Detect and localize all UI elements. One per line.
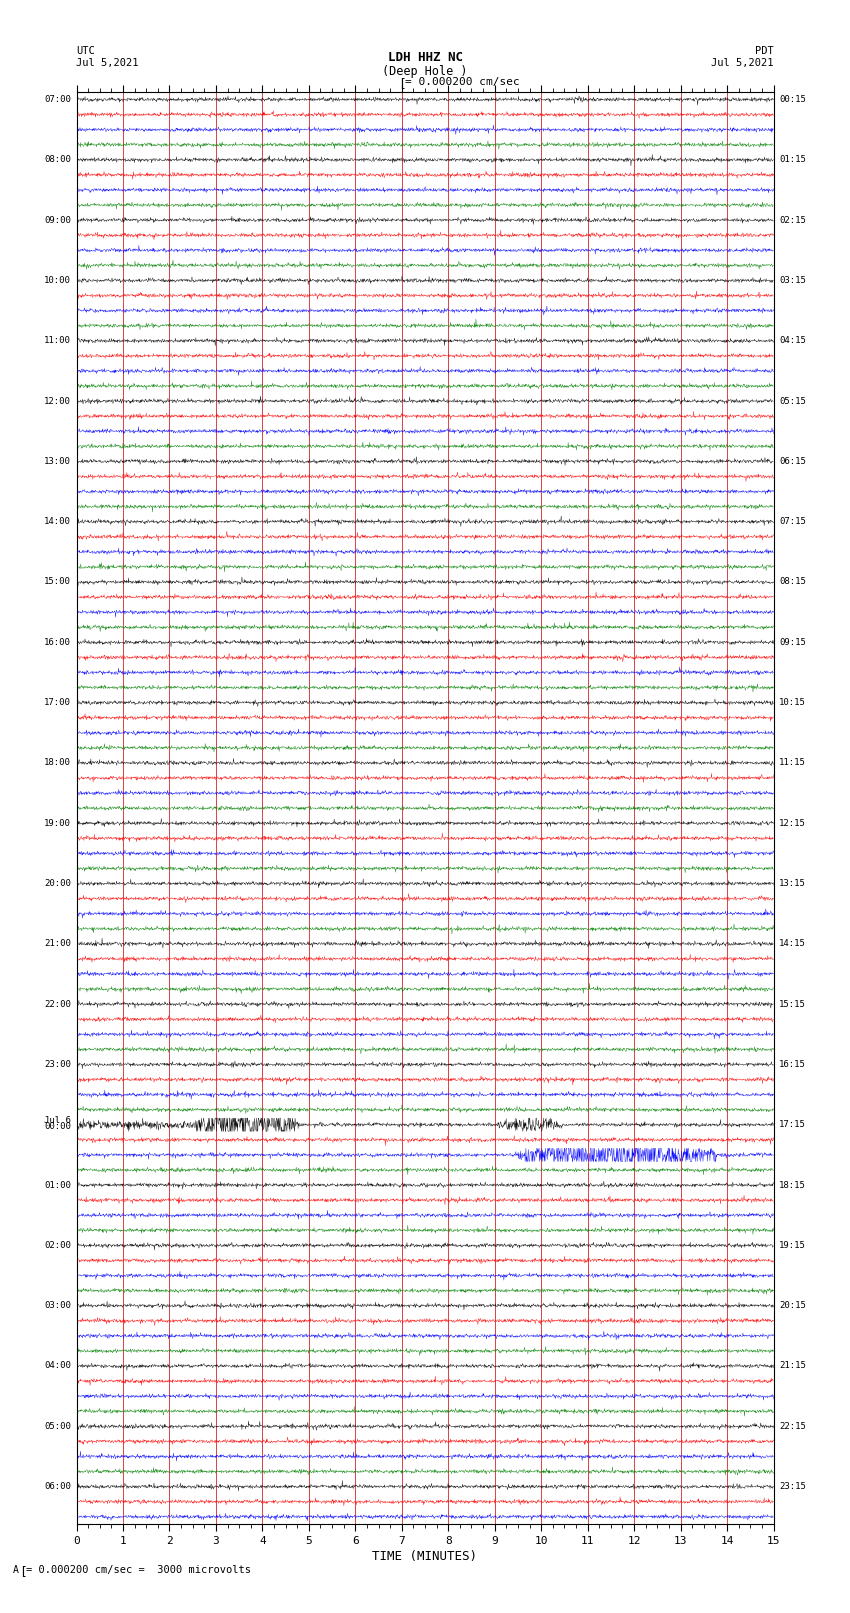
Text: 10:00: 10:00 <box>44 276 71 286</box>
Text: 22:15: 22:15 <box>779 1421 806 1431</box>
Text: = 0.000200 cm/sec: = 0.000200 cm/sec <box>405 77 520 87</box>
Text: Jul 5,2021: Jul 5,2021 <box>76 58 139 68</box>
Text: 04:00: 04:00 <box>44 1361 71 1371</box>
Text: 15:15: 15:15 <box>779 1000 806 1008</box>
X-axis label: TIME (MINUTES): TIME (MINUTES) <box>372 1550 478 1563</box>
Text: 13:15: 13:15 <box>779 879 806 889</box>
Text: 14:00: 14:00 <box>44 518 71 526</box>
Text: LDH HHZ NC: LDH HHZ NC <box>388 50 462 65</box>
Text: Jul 6: Jul 6 <box>44 1116 71 1126</box>
Text: 05:15: 05:15 <box>779 397 806 405</box>
Text: 05:00: 05:00 <box>44 1421 71 1431</box>
Text: 03:15: 03:15 <box>779 276 806 286</box>
Text: [: [ <box>398 77 405 90</box>
Text: 23:00: 23:00 <box>44 1060 71 1069</box>
Text: A: A <box>13 1565 19 1574</box>
Text: 11:00: 11:00 <box>44 336 71 345</box>
Text: 09:00: 09:00 <box>44 216 71 224</box>
Text: 01:15: 01:15 <box>779 155 806 165</box>
Text: 01:00: 01:00 <box>44 1181 71 1189</box>
Text: 08:00: 08:00 <box>44 155 71 165</box>
Text: 23:15: 23:15 <box>779 1482 806 1490</box>
Text: UTC: UTC <box>76 45 95 56</box>
Text: 20:15: 20:15 <box>779 1302 806 1310</box>
Text: PDT: PDT <box>755 45 774 56</box>
Text: 08:15: 08:15 <box>779 577 806 587</box>
Text: 03:00: 03:00 <box>44 1302 71 1310</box>
Text: 00:00: 00:00 <box>44 1121 71 1131</box>
Text: 17:00: 17:00 <box>44 698 71 706</box>
Text: Jul 5,2021: Jul 5,2021 <box>711 58 774 68</box>
Text: 13:00: 13:00 <box>44 456 71 466</box>
Text: 12:15: 12:15 <box>779 819 806 827</box>
Text: (Deep Hole ): (Deep Hole ) <box>382 65 468 77</box>
Text: 18:00: 18:00 <box>44 758 71 768</box>
Text: 02:15: 02:15 <box>779 216 806 224</box>
Text: 21:15: 21:15 <box>779 1361 806 1371</box>
Text: 07:15: 07:15 <box>779 518 806 526</box>
Text: 06:15: 06:15 <box>779 456 806 466</box>
Text: 10:15: 10:15 <box>779 698 806 706</box>
Text: 00:15: 00:15 <box>779 95 806 103</box>
Text: 17:15: 17:15 <box>779 1121 806 1129</box>
Text: = 0.000200 cm/sec =  3000 microvolts: = 0.000200 cm/sec = 3000 microvolts <box>26 1565 251 1574</box>
Text: 12:00: 12:00 <box>44 397 71 405</box>
Text: 02:00: 02:00 <box>44 1240 71 1250</box>
Text: 06:00: 06:00 <box>44 1482 71 1490</box>
Text: 21:00: 21:00 <box>44 939 71 948</box>
Text: 16:00: 16:00 <box>44 637 71 647</box>
Text: 18:15: 18:15 <box>779 1181 806 1189</box>
Text: 09:15: 09:15 <box>779 637 806 647</box>
Text: 19:15: 19:15 <box>779 1240 806 1250</box>
Text: 15:00: 15:00 <box>44 577 71 587</box>
Text: [: [ <box>19 1565 26 1578</box>
Text: 07:00: 07:00 <box>44 95 71 103</box>
Text: 11:15: 11:15 <box>779 758 806 768</box>
Text: 19:00: 19:00 <box>44 819 71 827</box>
Text: 22:00: 22:00 <box>44 1000 71 1008</box>
Text: 16:15: 16:15 <box>779 1060 806 1069</box>
Text: 14:15: 14:15 <box>779 939 806 948</box>
Text: 04:15: 04:15 <box>779 336 806 345</box>
Text: 20:00: 20:00 <box>44 879 71 889</box>
